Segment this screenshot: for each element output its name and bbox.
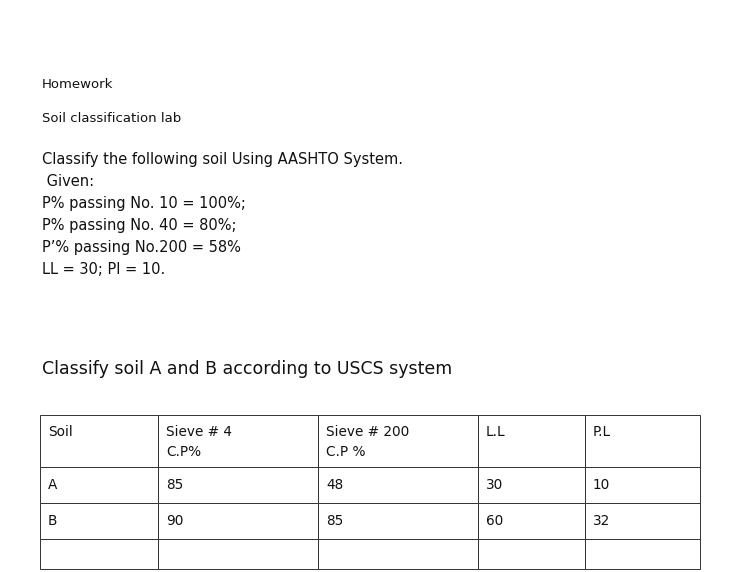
Text: B: B — [48, 514, 57, 528]
Bar — [40, 539, 158, 569]
Text: 90: 90 — [166, 514, 183, 528]
Text: 30: 30 — [486, 478, 503, 492]
Text: Soil classification lab: Soil classification lab — [42, 112, 181, 125]
Text: P% passing No. 40 = 80%;: P% passing No. 40 = 80%; — [42, 218, 237, 233]
Text: P’% passing No.200 = 58%: P’% passing No.200 = 58% — [42, 240, 241, 255]
Bar — [478, 467, 585, 503]
Bar — [318, 415, 478, 467]
Bar — [478, 503, 585, 539]
Text: Homework: Homework — [42, 78, 113, 91]
Text: Sieve # 200: Sieve # 200 — [326, 425, 409, 439]
Text: 85: 85 — [166, 478, 183, 492]
Bar — [40, 415, 158, 467]
Bar — [478, 415, 585, 467]
Text: A: A — [48, 478, 57, 492]
Text: C.P %: C.P % — [326, 445, 366, 459]
Text: LL = 30; PI = 10.: LL = 30; PI = 10. — [42, 262, 165, 277]
Bar — [318, 503, 478, 539]
Text: 60: 60 — [486, 514, 503, 528]
Text: P.L: P.L — [593, 425, 611, 439]
Bar — [585, 415, 700, 467]
Text: 85: 85 — [326, 514, 343, 528]
Text: L.L: L.L — [486, 425, 506, 439]
Bar — [478, 539, 585, 569]
Bar — [318, 539, 478, 569]
Text: 32: 32 — [593, 514, 610, 528]
Text: Sieve # 4: Sieve # 4 — [166, 425, 232, 439]
Bar — [40, 503, 158, 539]
Text: C.P%: C.P% — [166, 445, 201, 459]
Text: Soil: Soil — [48, 425, 72, 439]
Text: Classify soil A and B according to USCS system: Classify soil A and B according to USCS … — [42, 360, 452, 378]
Bar — [158, 467, 318, 503]
Text: P% passing No. 10 = 100%;: P% passing No. 10 = 100%; — [42, 196, 246, 211]
Text: 10: 10 — [593, 478, 610, 492]
Bar — [40, 467, 158, 503]
Text: Given:: Given: — [42, 174, 94, 189]
Text: 48: 48 — [326, 478, 343, 492]
Bar — [585, 467, 700, 503]
Bar — [158, 415, 318, 467]
Bar — [318, 467, 478, 503]
Bar — [585, 539, 700, 569]
Bar — [158, 503, 318, 539]
Text: Classify the following soil Using AASHTO System.: Classify the following soil Using AASHTO… — [42, 152, 403, 167]
Bar — [158, 539, 318, 569]
Bar — [585, 503, 700, 539]
